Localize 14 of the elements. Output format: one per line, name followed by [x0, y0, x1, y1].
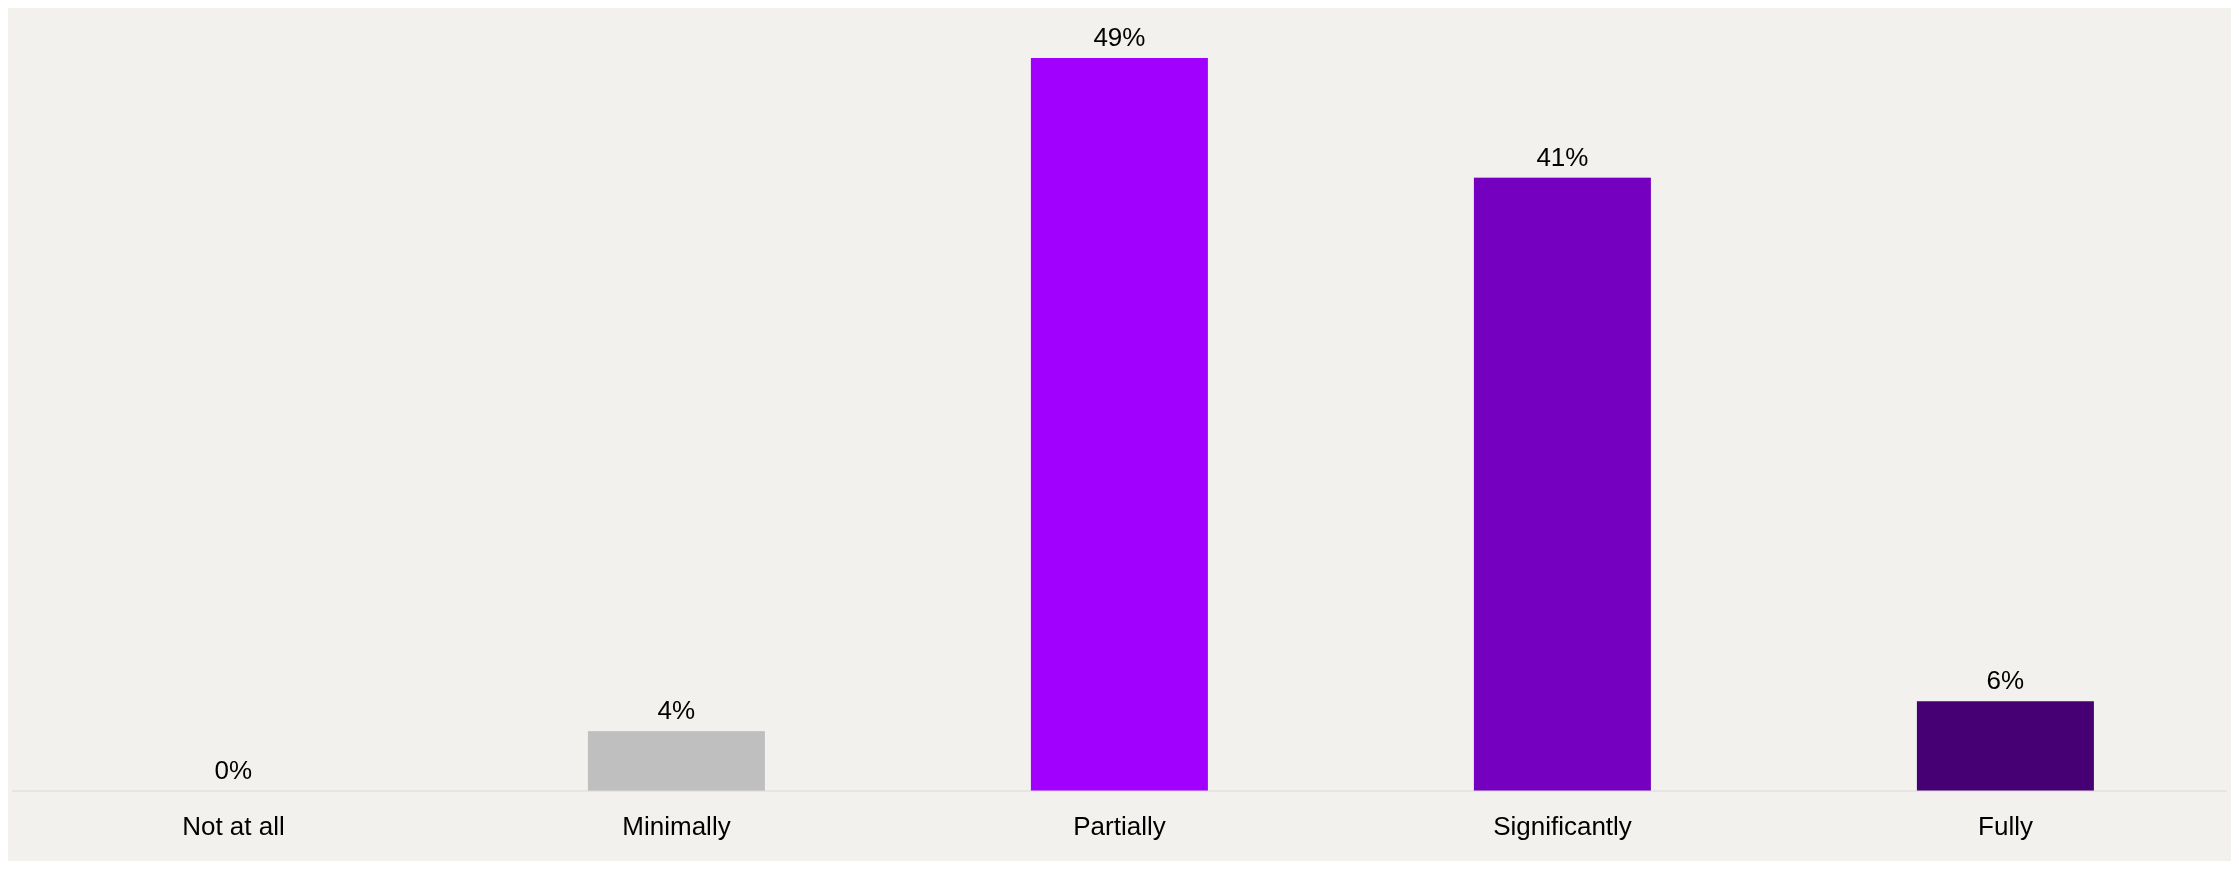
data-label: 4% [657, 695, 696, 726]
x-tick-label: Minimally [622, 811, 731, 842]
bar [587, 731, 765, 791]
bar [1916, 701, 2094, 791]
bar [1473, 177, 1651, 791]
data-label: 6% [1986, 665, 2025, 696]
x-tick-label: Fully [1978, 811, 2033, 842]
x-tick-label: Partially [1073, 811, 1166, 842]
bar [1030, 58, 1208, 791]
data-label: 41% [1536, 141, 1589, 172]
data-label: 49% [1093, 22, 1146, 52]
x-tick-label: Significantly [1493, 811, 1632, 842]
x-tick-label: Not at all [182, 811, 285, 842]
data-label: 0% [214, 755, 253, 785]
